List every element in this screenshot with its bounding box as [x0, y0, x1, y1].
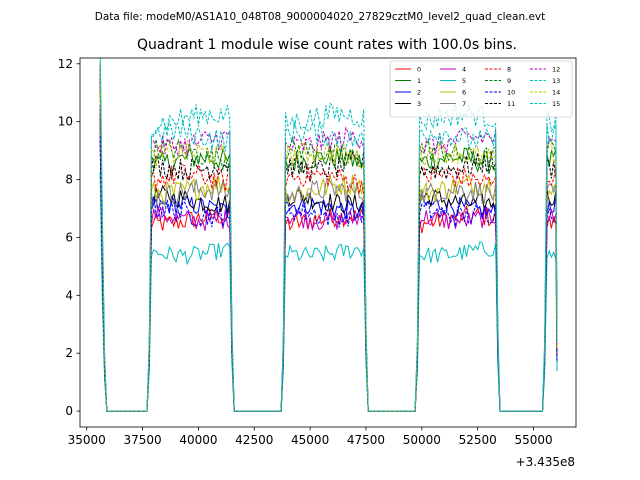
legend-label-10: 10	[507, 88, 515, 96]
y-tick-label: 8	[65, 173, 73, 187]
series-line-5	[99, 171, 558, 412]
legend-label-2: 2	[417, 88, 421, 96]
series-line-15	[99, 58, 558, 412]
y-tick-label: 0	[65, 404, 73, 418]
legend-frame	[389, 60, 573, 118]
series-line-4	[99, 138, 558, 412]
x-tick-label: 35000	[68, 433, 106, 447]
x-offset-label: +3.435e8	[516, 455, 575, 469]
series-line-10	[99, 135, 558, 412]
legend-label-9: 9	[507, 77, 511, 85]
x-tick-label: 42500	[235, 433, 273, 447]
legend-label-12: 12	[552, 65, 560, 73]
y-tick-label: 6	[65, 230, 73, 244]
chart-suptitle: Data file: modeM0/AS1A10_048T08_90000040…	[95, 11, 546, 23]
axes-frame	[79, 57, 577, 428]
legend-label-11: 11	[507, 100, 515, 108]
x-tick-label: 40000	[179, 433, 217, 447]
x-tick-label: 47500	[347, 433, 385, 447]
series-line-2	[99, 108, 558, 412]
legend-label-13: 13	[552, 77, 560, 85]
x-tick-label: 50000	[403, 433, 441, 447]
axes: 35000 37500 40000 42500 45000 47500 50000 52500…	[58, 57, 577, 447]
plot-area	[99, 58, 558, 412]
series-lines	[99, 58, 558, 412]
x-tick-label: 37500	[123, 433, 161, 447]
legend-label-0: 0	[417, 65, 421, 73]
legend-label-14: 14	[552, 88, 560, 96]
y-tick-label: 12	[58, 57, 73, 71]
legend-label-7: 7	[462, 100, 466, 108]
legend-label-5: 5	[462, 77, 466, 85]
x-tick-label: 45000	[291, 433, 329, 447]
series-line-11	[99, 67, 558, 412]
chart-title: Quadrant 1 module wise count rates with …	[137, 37, 517, 53]
legend-label-4: 4	[462, 65, 466, 73]
y-tick-label: 2	[65, 346, 73, 360]
legend-label-1: 1	[417, 77, 421, 85]
y-tick-label: 4	[65, 288, 73, 302]
legend-label-15: 15	[552, 100, 560, 108]
legend-label-3: 3	[417, 100, 421, 108]
legend-label-8: 8	[507, 65, 511, 73]
x-tick-label: 55000	[514, 433, 552, 447]
legend-label-6: 6	[462, 88, 466, 96]
x-tick-label: 52500	[459, 433, 497, 447]
y-tick-label: 10	[58, 115, 73, 129]
series-line-9	[99, 63, 558, 412]
series-line-7	[99, 104, 558, 412]
